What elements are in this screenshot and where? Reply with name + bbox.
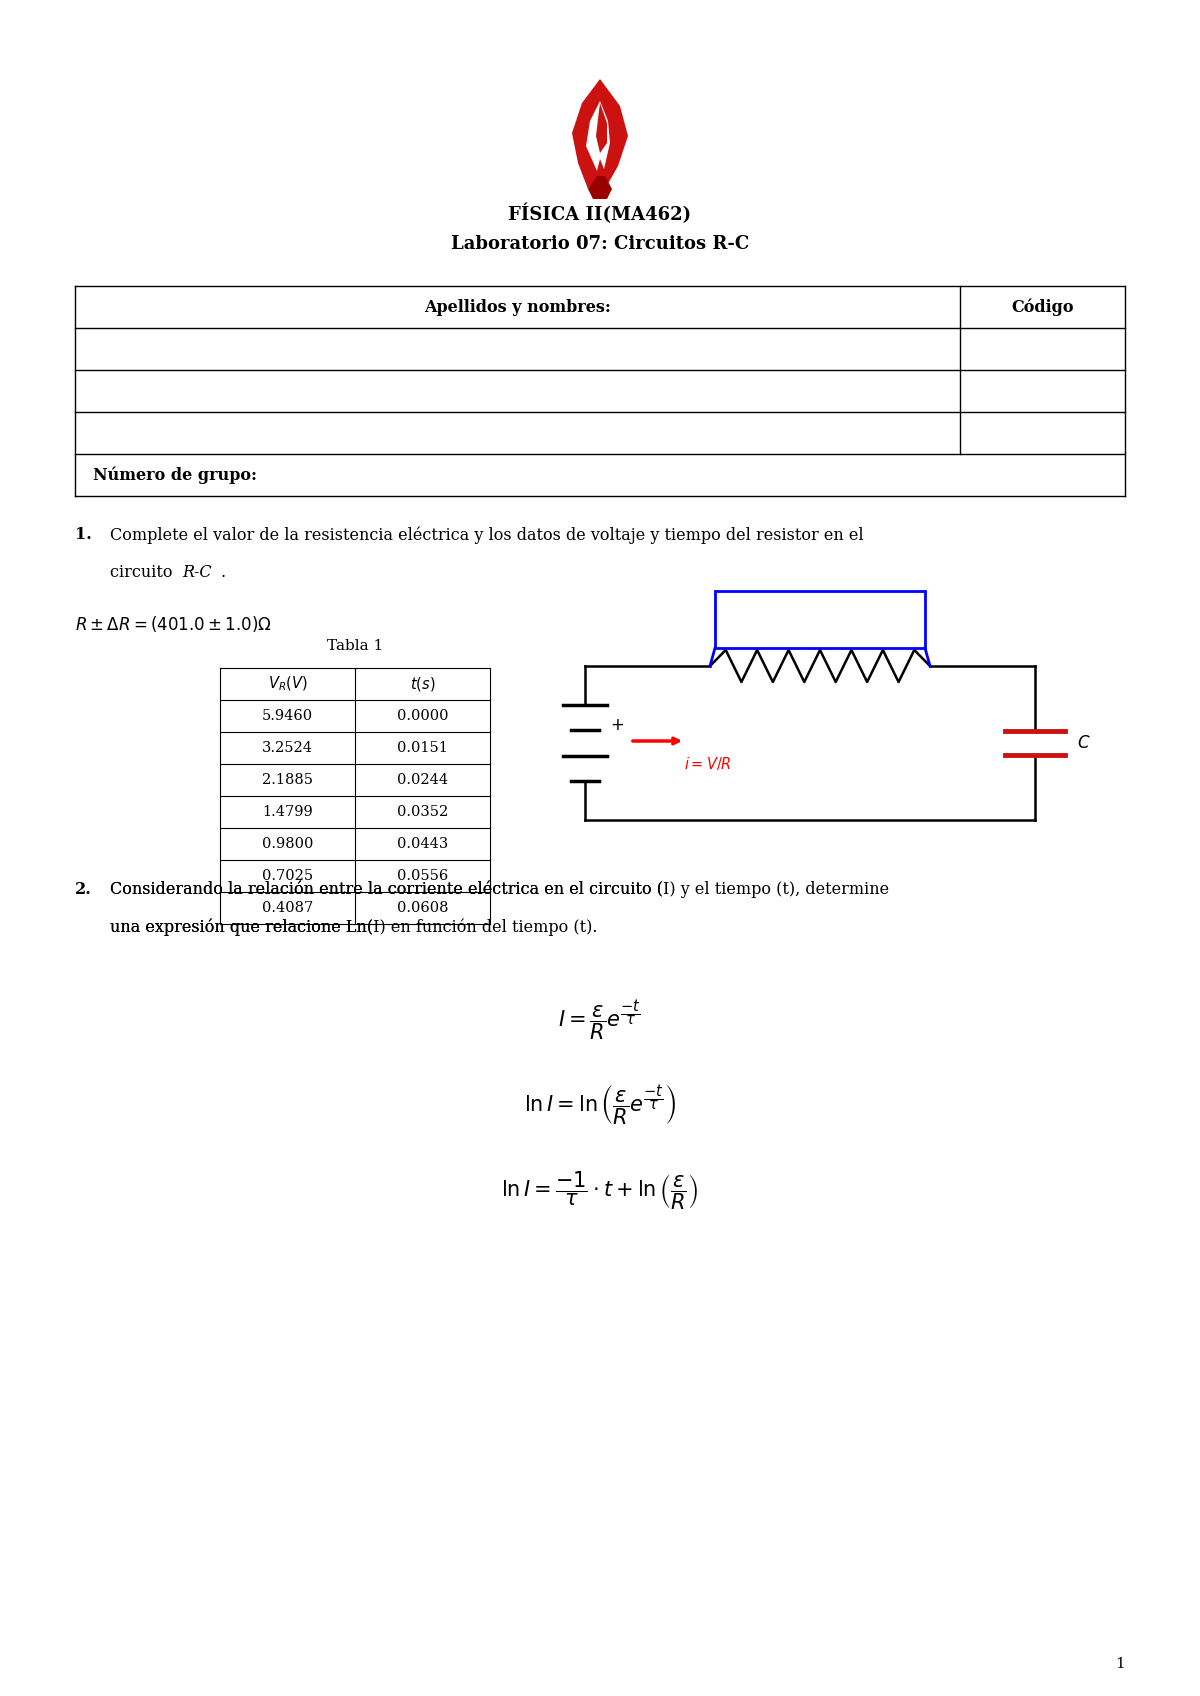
FancyBboxPatch shape bbox=[715, 590, 925, 648]
Text: $\ln I=\ln\left(\dfrac{\varepsilon}{R}e^{\dfrac{-t}{\tau}}\right)$: $\ln I=\ln\left(\dfrac{\varepsilon}{R}e^… bbox=[524, 1084, 676, 1128]
Text: Considerando la relación entre la corriente eléctrica en el circuito (: Considerando la relación entre la corrie… bbox=[110, 880, 662, 897]
Text: FÍSICA II(MA462): FÍSICA II(MA462) bbox=[509, 204, 691, 224]
PathPatch shape bbox=[586, 102, 610, 171]
Text: una expresión que relacione Ln(I) en función del tiempo (t).: una expresión que relacione Ln(I) en fun… bbox=[110, 919, 598, 936]
Text: 0.0000: 0.0000 bbox=[397, 709, 449, 722]
Text: una expresión que relacione Ln(: una expresión que relacione Ln( bbox=[110, 919, 373, 936]
Text: 2.1885: 2.1885 bbox=[262, 773, 313, 787]
PathPatch shape bbox=[596, 103, 607, 153]
Text: Número de grupo:: Número de grupo: bbox=[94, 466, 257, 483]
Text: Apellidos y nombres:: Apellidos y nombres: bbox=[424, 298, 611, 315]
Text: 0.0151: 0.0151 bbox=[397, 741, 448, 755]
Text: 5.9460: 5.9460 bbox=[262, 709, 313, 722]
Text: 3.2524: 3.2524 bbox=[262, 741, 313, 755]
Text: 0.0352: 0.0352 bbox=[397, 806, 448, 819]
Text: .: . bbox=[220, 565, 226, 582]
Text: $V_R(V)$: $V_R(V)$ bbox=[268, 675, 307, 694]
Text: Complete el valor de la resistencia eléctrica y los datos de voltaje y tiempo de: Complete el valor de la resistencia eléc… bbox=[110, 526, 864, 543]
Text: Tabla 1: Tabla 1 bbox=[326, 639, 383, 653]
Text: Laboratorio 07: Circuitos R-C: Laboratorio 07: Circuitos R-C bbox=[451, 236, 749, 253]
Text: 0.0443: 0.0443 bbox=[397, 838, 448, 851]
Text: $t(s)$: $t(s)$ bbox=[409, 675, 436, 694]
Text: $I=\dfrac{\varepsilon}{R}e^{\dfrac{-t}{\tau}}$: $I=\dfrac{\varepsilon}{R}e^{\dfrac{-t}{\… bbox=[558, 999, 642, 1043]
Text: Sensor de: Sensor de bbox=[786, 605, 853, 617]
Text: 0.0244: 0.0244 bbox=[397, 773, 448, 787]
Text: 1: 1 bbox=[1115, 1657, 1124, 1671]
Text: 0.4087: 0.4087 bbox=[262, 901, 313, 916]
PathPatch shape bbox=[572, 80, 628, 188]
Text: +: + bbox=[610, 716, 624, 734]
Text: $i=V/R$: $i=V/R$ bbox=[684, 755, 731, 772]
Text: 0.9800: 0.9800 bbox=[262, 838, 313, 851]
Text: 0.0608: 0.0608 bbox=[397, 901, 449, 916]
Text: $C$: $C$ bbox=[1078, 734, 1091, 751]
Text: 1.4799: 1.4799 bbox=[262, 806, 313, 819]
Text: 0.7025: 0.7025 bbox=[262, 868, 313, 884]
Text: Código: Código bbox=[1012, 298, 1074, 315]
Text: $R \pm \Delta R = (401.0 \pm 1.0)\Omega$: $R \pm \Delta R = (401.0 \pm 1.0)\Omega$ bbox=[74, 614, 272, 634]
Text: 2.: 2. bbox=[74, 880, 91, 897]
PathPatch shape bbox=[588, 176, 612, 198]
Text: $\ln I=\dfrac{-1}{\tau}\cdot t+\ln\left(\dfrac{\varepsilon}{R}\right)$: $\ln I=\dfrac{-1}{\tau}\cdot t+\ln\left(… bbox=[502, 1170, 698, 1213]
Text: R-C: R-C bbox=[182, 565, 211, 582]
Text: 0.0556: 0.0556 bbox=[397, 868, 448, 884]
Text: Considerando la relación entre la corriente eléctrica en el circuito (I) y el ti: Considerando la relación entre la corrie… bbox=[110, 880, 889, 899]
Text: circuito: circuito bbox=[110, 565, 178, 582]
Text: voltaje: voltaje bbox=[798, 626, 842, 639]
Text: 1.: 1. bbox=[74, 526, 91, 543]
